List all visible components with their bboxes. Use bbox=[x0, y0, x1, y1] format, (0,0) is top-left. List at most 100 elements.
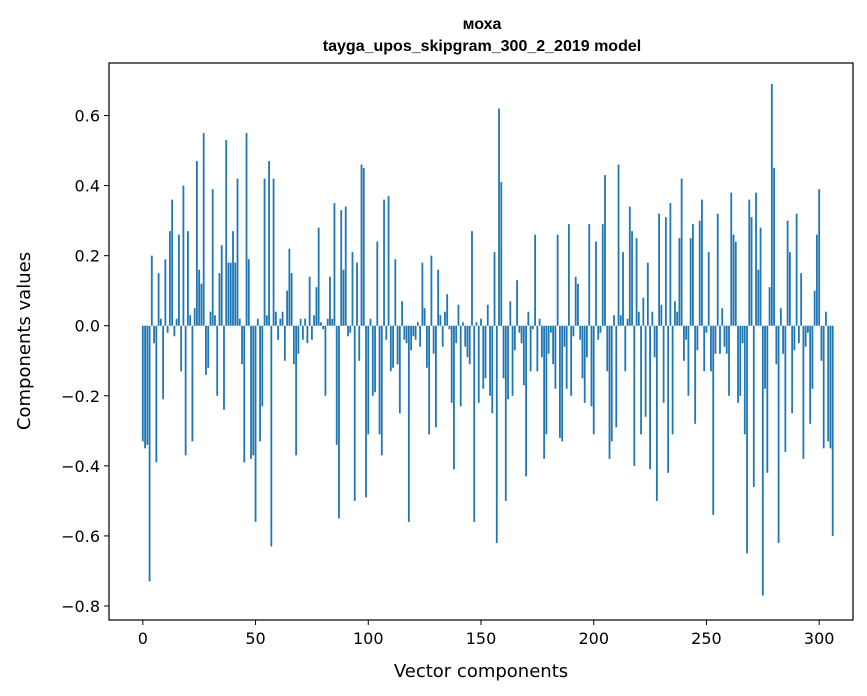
bar-96 bbox=[358, 325, 361, 361]
bar-68 bbox=[295, 325, 298, 456]
bar-91 bbox=[347, 325, 349, 337]
bar-203 bbox=[599, 325, 602, 333]
bar-50 bbox=[254, 325, 257, 522]
bar-272 bbox=[755, 192, 757, 326]
bar-190 bbox=[570, 325, 573, 396]
y-tick-label: 0.6 bbox=[75, 107, 100, 126]
bar-243 bbox=[689, 238, 692, 326]
bar-69 bbox=[297, 325, 300, 354]
bar-173 bbox=[531, 325, 534, 330]
bar-211 bbox=[617, 164, 620, 326]
bar-237 bbox=[676, 311, 679, 326]
bar-8 bbox=[159, 318, 162, 326]
bar-262 bbox=[732, 234, 735, 326]
bar-15 bbox=[175, 318, 178, 326]
chart-title-line-2: tayga_upos_skipgram_300_2_2019 model bbox=[323, 38, 641, 55]
x-tick-label: 200 bbox=[578, 629, 609, 648]
bar-128 bbox=[430, 255, 433, 326]
bar-291 bbox=[797, 325, 800, 344]
bar-14 bbox=[173, 325, 176, 337]
bar-19 bbox=[184, 325, 187, 456]
bar-18 bbox=[182, 185, 185, 326]
bar-180 bbox=[547, 325, 550, 354]
bar-160 bbox=[502, 325, 505, 379]
bar-246 bbox=[696, 325, 699, 351]
bar-150 bbox=[480, 318, 482, 326]
bar-219 bbox=[635, 238, 638, 326]
bar-269 bbox=[748, 199, 751, 326]
bar-184 bbox=[556, 234, 559, 326]
bar-143 bbox=[464, 325, 467, 347]
bar-40 bbox=[232, 231, 234, 326]
x-axis-ticks: 0 50 100 150 200 250 300 bbox=[138, 620, 835, 648]
bar-35 bbox=[220, 245, 223, 326]
bar-136 bbox=[448, 325, 451, 330]
bar-33 bbox=[216, 325, 219, 396]
bar-102 bbox=[371, 325, 374, 396]
bar-297 bbox=[811, 325, 814, 389]
bar-86 bbox=[335, 325, 338, 445]
bar-175 bbox=[536, 325, 539, 372]
bar-81 bbox=[324, 325, 327, 396]
bar-260 bbox=[728, 325, 730, 396]
bar-166 bbox=[516, 280, 518, 326]
bar-17 bbox=[180, 325, 183, 372]
x-tick-label: 0 bbox=[138, 629, 148, 648]
bar-252 bbox=[710, 325, 712, 372]
bar-89 bbox=[342, 269, 345, 326]
bar-258 bbox=[723, 325, 726, 347]
bar-2 bbox=[146, 325, 149, 445]
bar-140 bbox=[457, 304, 460, 326]
bar-229 bbox=[658, 213, 661, 326]
bar-28 bbox=[205, 325, 207, 375]
bar-100 bbox=[367, 325, 370, 435]
bar-83 bbox=[329, 276, 331, 326]
bar-268 bbox=[746, 325, 748, 554]
bar-169 bbox=[522, 325, 525, 386]
bar-240 bbox=[683, 325, 685, 361]
y-tick-label: 0.2 bbox=[75, 247, 100, 266]
bar-76 bbox=[313, 315, 316, 326]
bar-221 bbox=[640, 325, 642, 435]
bar-278 bbox=[768, 287, 771, 326]
y-tick-label: 0.4 bbox=[75, 177, 100, 196]
bar-5 bbox=[153, 325, 155, 344]
bar-217 bbox=[631, 231, 633, 326]
bar-144 bbox=[466, 325, 469, 358]
bar-223 bbox=[644, 325, 647, 417]
y-axis-label: Components values bbox=[14, 252, 35, 430]
bar-133 bbox=[441, 325, 444, 347]
bar-11 bbox=[166, 325, 169, 333]
bar-115 bbox=[401, 301, 403, 326]
bar-188 bbox=[565, 325, 568, 389]
bar-46 bbox=[245, 133, 248, 326]
bar-36 bbox=[223, 325, 225, 410]
bar-265 bbox=[739, 325, 742, 396]
bar-241 bbox=[685, 325, 688, 340]
bar-267 bbox=[743, 325, 746, 435]
bar-51 bbox=[256, 318, 259, 326]
bar-145 bbox=[468, 325, 471, 365]
bar-181 bbox=[549, 325, 552, 333]
bar-59 bbox=[274, 311, 277, 326]
bar-27 bbox=[202, 133, 205, 326]
bar-7 bbox=[157, 273, 160, 326]
bar-206 bbox=[606, 325, 609, 372]
bar-236 bbox=[673, 301, 676, 326]
bar-266 bbox=[741, 325, 744, 344]
chart-title-line-1: моха bbox=[463, 16, 502, 33]
x-tick-label: 300 bbox=[804, 629, 835, 648]
bar-62 bbox=[281, 311, 284, 326]
bar-142 bbox=[462, 322, 464, 326]
bar-137 bbox=[450, 325, 453, 403]
bar-66 bbox=[290, 273, 293, 326]
bar-281 bbox=[775, 325, 778, 365]
bar-90 bbox=[344, 206, 347, 326]
bar-303 bbox=[825, 311, 827, 326]
bar-195 bbox=[581, 325, 584, 379]
bar-213 bbox=[622, 252, 624, 326]
bar-192 bbox=[574, 276, 577, 326]
bar-259 bbox=[725, 325, 728, 354]
bar-32 bbox=[214, 315, 216, 326]
bar-270 bbox=[750, 217, 753, 326]
